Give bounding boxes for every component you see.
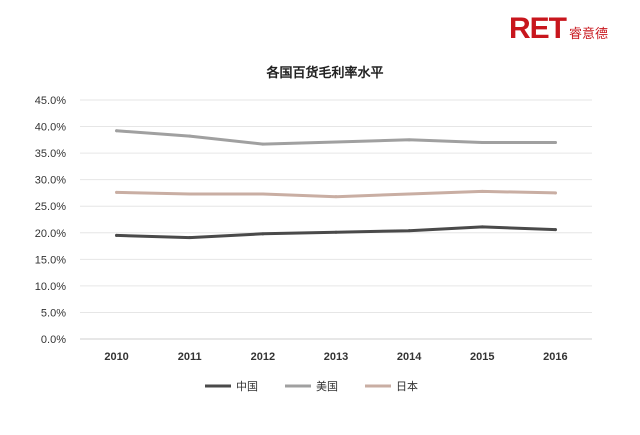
legend-label: 日本	[396, 379, 418, 393]
data-point	[334, 230, 338, 234]
data-point	[188, 192, 192, 196]
data-point	[407, 138, 411, 142]
y-tick-label: 25.0%	[35, 201, 66, 213]
data-point	[480, 225, 484, 229]
data-point	[480, 189, 484, 193]
data-point	[261, 192, 265, 196]
logo-name: 睿意德	[568, 27, 608, 42]
data-point	[407, 192, 411, 196]
series-lines	[115, 129, 557, 240]
chart-title: 各国百货毛利率水平	[265, 65, 383, 81]
y-tick-label: 20.0%	[35, 228, 66, 240]
y-tick-label: 15.0%	[35, 254, 66, 266]
data-point	[115, 233, 119, 237]
y-tick-label: 45.0%	[35, 95, 66, 107]
y-tick-label: 35.0%	[35, 148, 66, 160]
data-point	[261, 232, 265, 236]
data-point	[334, 195, 338, 199]
y-tick-label: 0.0%	[41, 334, 66, 346]
y-tick-label: 40.0%	[35, 122, 66, 134]
gridlines	[80, 99, 592, 340]
x-tick-label: 2010	[104, 351, 128, 363]
x-axis-ticks: 2010 2011 2012 2013 2014 2015 2016	[104, 351, 567, 363]
x-tick-label: 2015	[470, 351, 494, 363]
y-tick-label: 30.0%	[35, 175, 66, 187]
data-point	[480, 140, 484, 144]
x-tick-label: 2014	[397, 351, 422, 363]
data-point	[115, 190, 119, 194]
y-tick-label: 10.0%	[35, 281, 66, 293]
legend-label: 中国	[236, 380, 258, 393]
data-point	[334, 140, 338, 144]
data-point	[407, 229, 411, 233]
data-point	[553, 140, 557, 144]
data-point	[188, 134, 192, 138]
ret-logo: RET 睿意德	[509, 12, 608, 46]
data-point	[553, 228, 557, 232]
y-tick-label: 5.0%	[41, 307, 66, 319]
data-point	[188, 236, 192, 240]
data-point	[261, 142, 265, 146]
legend: 中国 美国 日本	[205, 379, 418, 393]
data-point	[553, 191, 557, 195]
x-tick-label: 2013	[324, 351, 348, 363]
x-tick-label: 2011	[178, 351, 202, 363]
logo-mark: RET	[508, 12, 567, 45]
legend-label: 美国	[316, 380, 338, 393]
x-tick-label: 2016	[543, 351, 567, 363]
x-tick-label: 2012	[251, 351, 275, 363]
data-point	[115, 129, 119, 133]
y-axis-ticks: 0.0% 5.0% 10.0% 15.0% 20.0% 25.0% 30.0% 35.0% 40…	[35, 95, 66, 346]
